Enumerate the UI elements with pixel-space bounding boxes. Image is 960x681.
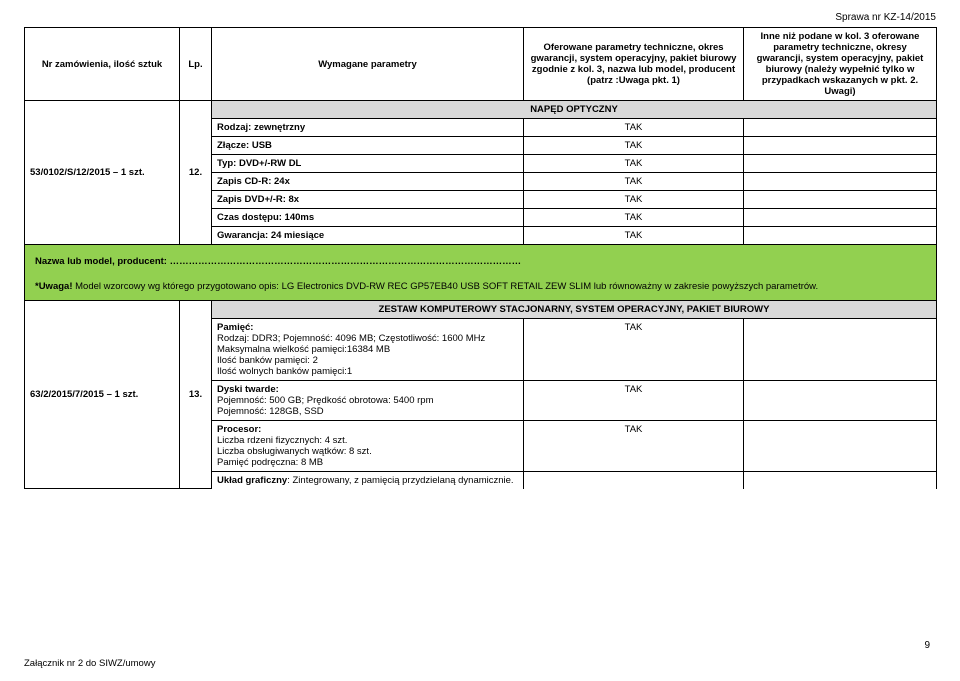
main-table: Nr zamówienia, ilość sztuk Lp. Wymagane …: [24, 27, 937, 489]
page-number: 9: [924, 640, 930, 651]
s2-row2-label: Procesor:Liczba rdzeni fizycznych: 4 szt…: [212, 420, 524, 471]
s2-row2-rest: Liczba rdzeni fizycznych: 4 szt. Liczba …: [217, 435, 372, 468]
s2-row0-val: TAK: [524, 318, 744, 380]
s2-row0-bold: Pamięć:: [217, 322, 253, 333]
s1-row3-val: TAK: [524, 173, 744, 191]
section1-header-row: 53/0102/S/12/2015 – 1 szt. 12. NAPĘD OPT…: [25, 101, 937, 119]
s2-row2-col5: [744, 420, 937, 471]
s2-row2-val: TAK: [524, 420, 744, 471]
section2-title: ZESTAW KOMPUTEROWY STACJONARNY, SYSTEM O…: [212, 300, 937, 318]
s1-row1-col5: [744, 137, 937, 155]
section2-lp: 13.: [180, 300, 212, 489]
s2-row2-bold: Procesor:: [217, 424, 261, 435]
section1-lp: 12.: [180, 101, 212, 245]
s1-row5-label: Czas dostępu: 140ms: [212, 209, 524, 227]
s1-row1-val: TAK: [524, 137, 744, 155]
green-line1: Nazwa lub model, producent: …………………………………: [25, 253, 937, 270]
case-number: Sprawa nr KZ-14/2015: [24, 12, 936, 23]
s2-row1-rest: Pojemność: 500 GB; Prędkość obrotowa: 54…: [217, 395, 434, 417]
s1-row2-val: TAK: [524, 155, 744, 173]
s1-row6-val: TAK: [524, 227, 744, 245]
s2-row1-col5: [744, 380, 937, 420]
s1-row1-label: Złącze: USB: [212, 137, 524, 155]
green-line2-bold: *Uwaga!: [35, 281, 72, 292]
s1-row4-val: TAK: [524, 191, 744, 209]
section1-order: 53/0102/S/12/2015 – 1 szt.: [25, 101, 180, 245]
s2-row0-label: Pamięć:Rodzaj: DDR3; Pojemność: 4096 MB;…: [212, 318, 524, 380]
header-col4: Oferowane parametry techniczne, okres gw…: [524, 28, 744, 101]
s1-row5-val: TAK: [524, 209, 744, 227]
s1-row6-col5: [744, 227, 937, 245]
s2-row0-rest: Rodzaj: DDR3; Pojemność: 4096 MB; Często…: [217, 333, 485, 377]
s1-row2-label: Typ: DVD+/-RW DL: [212, 155, 524, 173]
s1-row0-val: TAK: [524, 119, 744, 137]
section2-order: 63/2/2015/7/2015 – 1 szt.: [25, 300, 180, 489]
green-spacer-mid: [25, 270, 937, 278]
s2-row3-label: Układ graficzny: Zintegrowany, z pamięci…: [212, 471, 524, 489]
section1-title: NAPĘD OPTYCZNY: [212, 101, 937, 119]
s1-row0-col5: [744, 119, 937, 137]
green-line2-rest: Model wzorcowy wg którego przygotowano o…: [72, 281, 818, 292]
s1-row4-label: Zapis DVD+/-R: 8x: [212, 191, 524, 209]
header-col5: Inne niż podane w kol. 3 oferowane param…: [744, 28, 937, 101]
green-line2: *Uwaga! Model wzorcowy wg którego przygo…: [25, 278, 937, 301]
section2-header-row: 63/2/2015/7/2015 – 1 szt. 13. ZESTAW KOM…: [25, 300, 937, 318]
s2-row1-val: TAK: [524, 380, 744, 420]
s1-row3-col5: [744, 173, 937, 191]
s2-row3-rest: : Zintegrowany, z pamięcią przydzielaną …: [287, 475, 513, 486]
s1-row0-label: Rodzaj: zewnętrzny: [212, 119, 524, 137]
header-col3: Wymagane parametry: [212, 28, 524, 101]
s1-row6-label: Gwarancja: 24 miesiące: [212, 227, 524, 245]
s2-row3-val: [524, 471, 744, 489]
s2-row1-label: Dyski twarde:Pojemność: 500 GB; Prędkość…: [212, 380, 524, 420]
s2-row1-bold: Dyski twarde:: [217, 384, 279, 395]
s2-row3-col5: [744, 471, 937, 489]
s1-row4-col5: [744, 191, 937, 209]
s1-row3-label: Zapis CD-R: 24x: [212, 173, 524, 191]
header-col2: Lp.: [180, 28, 212, 101]
footer-text: Załącznik nr 2 do SIWZ/umowy: [24, 658, 155, 669]
header-row: Nr zamówienia, ilość sztuk Lp. Wymagane …: [25, 28, 937, 101]
header-col1: Nr zamówienia, ilość sztuk: [25, 28, 180, 101]
s1-row2-col5: [744, 155, 937, 173]
s2-row0-col5: [744, 318, 937, 380]
s2-row3-bold: Układ graficzny: [217, 475, 287, 486]
s1-row5-col5: [744, 209, 937, 227]
green-spacer-top: [25, 245, 937, 253]
